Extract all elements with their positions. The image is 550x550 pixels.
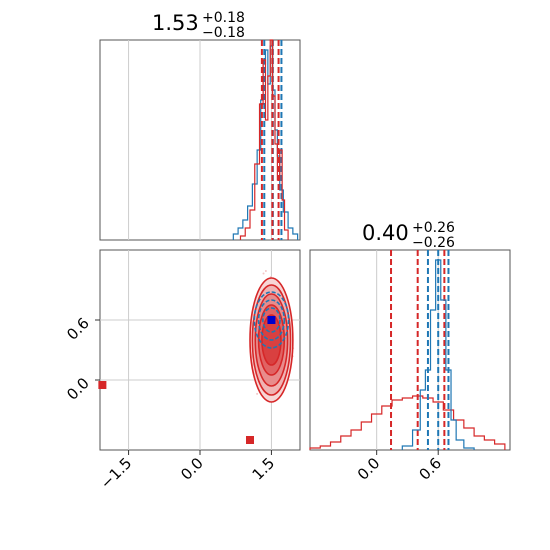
panel-bottom-right-title-value: 0.40 <box>362 221 409 245</box>
panel-bottom-left-marks <box>98 269 295 444</box>
scatter-point <box>262 272 265 275</box>
ytick-label: 0.6 <box>63 314 93 344</box>
xtick-label: 0.0 <box>354 454 384 484</box>
xtick-label: 1.5 <box>249 454 279 484</box>
panel-bottom-left-xticks: −1.5 0.0 1.5 <box>97 450 278 493</box>
scatter-point <box>264 269 267 272</box>
panel-top-left-marks <box>232 39 299 240</box>
histogram-series-0 <box>309 395 506 450</box>
panel-bottom-right-title-minus: −0.26 <box>412 235 455 251</box>
panel-bottom-left-yticks: 0.0 0.6 <box>63 314 100 404</box>
panel-top-left-title-plus: +0.18 <box>202 10 245 26</box>
xtick-label: 0.6 <box>415 454 445 484</box>
panel-bottom-right-frame <box>309 249 511 451</box>
xtick-label: −1.5 <box>97 454 135 492</box>
panel-bottom-left-contour: −1.5 0.0 1.5 0.0 0.6 <box>63 249 301 493</box>
blue-contour-level-2 <box>262 307 281 333</box>
panel-top-left-histogram: 1.53 +0.18 −0.18 <box>99 10 301 241</box>
blue-contour-level-1 <box>257 299 286 341</box>
panel-top-left-title-value: 1.53 <box>152 11 199 35</box>
panel-top-left-title-minus: −0.18 <box>202 25 245 41</box>
panel-bottom-right-title-plus: +0.26 <box>412 220 455 236</box>
blue-contour-level-0 <box>253 291 290 349</box>
panel-bottom-right-marks <box>309 250 506 450</box>
histogram-series-0 <box>232 45 299 240</box>
ytick-label: 0.0 <box>63 374 93 404</box>
center-marker <box>267 316 276 324</box>
xtick-label: 0.0 <box>177 454 207 484</box>
outlier-marker <box>246 436 254 444</box>
scatter-point <box>256 392 259 395</box>
panel-bottom-right-histogram: 0.0 0.6 0.40 +0.26 −0.26 <box>309 220 511 484</box>
outlier-marker <box>98 381 107 389</box>
histogram-series-1 <box>239 39 289 240</box>
panel-bottom-right-xticks: 0.0 0.6 <box>354 450 445 484</box>
